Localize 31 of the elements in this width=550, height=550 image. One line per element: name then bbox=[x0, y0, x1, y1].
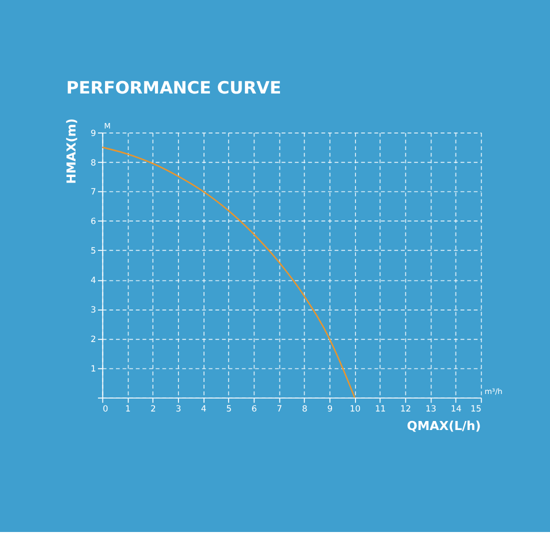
y-tick-label: 5 bbox=[90, 246, 96, 257]
y-axis-title: HMAX(m) bbox=[64, 118, 79, 184]
y-tick-label: 6 bbox=[90, 217, 96, 228]
y-tick-label: 8 bbox=[90, 158, 96, 168]
x-tick-label: 5 bbox=[226, 404, 232, 414]
x-tick-label: 8 bbox=[302, 404, 308, 414]
y-tick-label: 2 bbox=[90, 334, 96, 345]
x-tick-label: 15 bbox=[470, 404, 482, 414]
x-tick-label: 14 bbox=[450, 404, 462, 414]
text: m³/h bbox=[484, 386, 503, 396]
x-tick-label: 4 bbox=[200, 404, 206, 414]
y-tick-label: 3 bbox=[90, 306, 96, 316]
x-tick-label: 6 bbox=[251, 404, 257, 414]
x-tick-label: 12 bbox=[400, 404, 412, 414]
y-tick-label: 9 bbox=[90, 128, 96, 139]
x-tick-label: 13 bbox=[425, 404, 436, 414]
y-tick-label: 1 bbox=[90, 364, 96, 374]
chart-title: PERFORMANCE CURVE bbox=[66, 78, 282, 99]
line-series bbox=[102, 146, 356, 398]
x-tick-label: 1 bbox=[125, 404, 131, 414]
x-tick-label: 10 bbox=[350, 404, 361, 414]
y-tick-label: 7 bbox=[90, 188, 96, 198]
x-tick-label: 11 bbox=[374, 404, 386, 414]
x-tick-label: 9 bbox=[327, 404, 333, 414]
text: M bbox=[104, 122, 111, 131]
x-tick-label: 3 bbox=[176, 404, 182, 414]
x-tick-label: 7 bbox=[276, 404, 282, 414]
y-tick-label: 4 bbox=[90, 276, 96, 286]
x-tick-label: 0 bbox=[102, 404, 108, 414]
x-tick-label: 2 bbox=[150, 404, 156, 414]
x-axis-title: QMAX(L/h) bbox=[406, 418, 481, 433]
